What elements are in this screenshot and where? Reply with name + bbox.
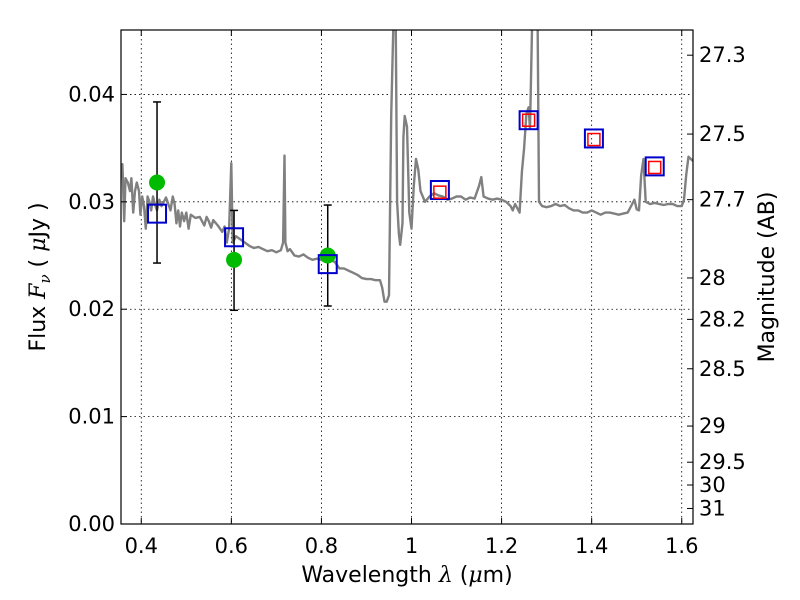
- x-tick-label: 0.6: [215, 534, 248, 558]
- model-small-squares: [433, 113, 662, 199]
- model-square: [644, 156, 665, 177]
- x-axis-label: Wavelength λ (μm): [301, 563, 512, 588]
- y-tick-label: 0.00: [68, 512, 115, 536]
- measured-point: [226, 251, 243, 268]
- plot-frame: [120, 29, 694, 525]
- y-tick-label: 0.02: [68, 297, 115, 321]
- x-tick-label: 0.4: [125, 534, 158, 558]
- model-small-square: [433, 185, 447, 199]
- y2-tick-label: 28: [699, 266, 726, 290]
- plot-area: [121, 30, 693, 524]
- y2-tick-label: 27.3: [699, 43, 746, 67]
- model-square: [583, 128, 604, 149]
- x-tick-label: 0.8: [305, 534, 338, 558]
- x-tick-label: 1.4: [575, 534, 608, 558]
- y2-tick-label: 27.7: [699, 188, 746, 212]
- y2-tick-label: 30: [699, 473, 726, 497]
- model-small-square: [647, 160, 662, 175]
- model-square: [147, 203, 168, 224]
- y2-tick-label: 29.5: [699, 450, 746, 474]
- model-square: [224, 227, 245, 248]
- model-small-square: [587, 132, 601, 147]
- y-tick-label: 0.01: [68, 405, 115, 429]
- y2-tick-label: 28.5: [699, 357, 746, 381]
- y-tick-label: 0.04: [68, 82, 115, 106]
- y2-tick-label: 27.5: [699, 122, 746, 146]
- y-tick-label: 0.03: [68, 190, 115, 214]
- y2-tick-label: 29: [699, 414, 726, 438]
- model-square: [429, 180, 450, 201]
- y2-tick-label: 28.2: [699, 307, 746, 331]
- y2-tick-label: 31: [699, 496, 726, 520]
- x-tick-label: 1.6: [665, 534, 698, 558]
- sed-model-path: [121, 30, 693, 303]
- x-axis-ticks: 0.4 0.6 0.8 1 1.2 1.4 1.6: [125, 30, 698, 558]
- model-squares: [147, 110, 665, 275]
- measured-point: [149, 174, 166, 191]
- model-square: [518, 110, 539, 131]
- model-small-square: [521, 113, 536, 127]
- y-axis-label: Flux Fν ( μJy ): [26, 202, 54, 351]
- x-tick-label: 1.2: [485, 534, 518, 558]
- sed-model-line: [121, 30, 693, 303]
- x-tick-label: 1: [405, 534, 418, 558]
- model-square: [317, 254, 338, 275]
- y-axis-ticks: 0.00 0.01 0.02 0.03 0.04: [68, 82, 127, 536]
- y2-axis-label: Magnitude (AB): [755, 192, 780, 363]
